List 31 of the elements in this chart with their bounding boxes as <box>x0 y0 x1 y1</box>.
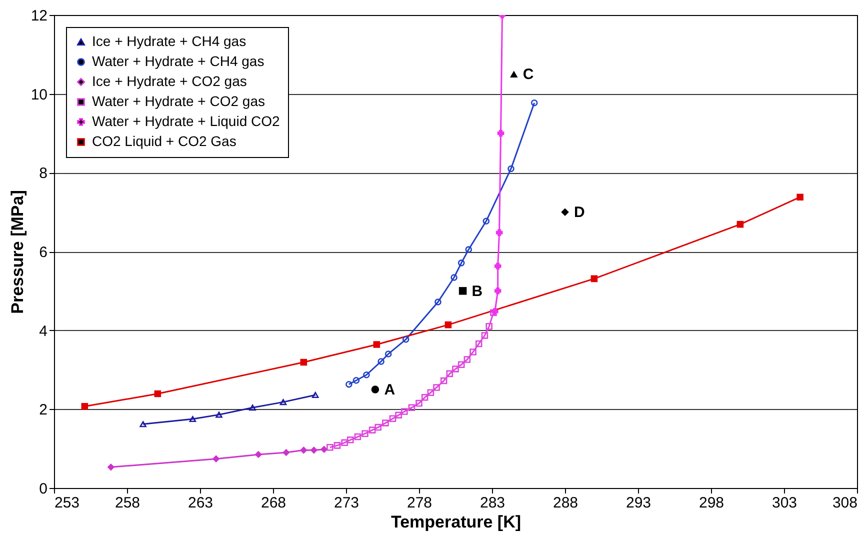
series-label: A <box>384 381 396 398</box>
y-axis-title: Pressure [MPa] <box>8 190 27 314</box>
x-tick-label: 273 <box>334 494 360 512</box>
y-tick-label: 6 <box>39 244 48 261</box>
legend-label: Water + Hydrate + CH4 gas <box>92 53 264 69</box>
x-tick-label: 268 <box>260 494 286 512</box>
series-label: D <box>574 204 585 222</box>
y-tick-label: 12 <box>30 8 48 24</box>
y-tick-label: 0 <box>39 480 48 498</box>
x-tick-label: 278 <box>406 494 432 512</box>
x-tick-label: 263 <box>188 494 214 512</box>
series-label: B <box>472 282 483 300</box>
legend-label: Water + Hydrate + CO2 gas <box>92 93 265 109</box>
x-tick-label: 298 <box>698 494 724 512</box>
legend-label: Water + Hydrate + Liquid CO2 <box>92 113 280 129</box>
x-axis-title: Temperature [K] <box>390 512 522 532</box>
y-tick-label: 4 <box>39 322 48 340</box>
legend-label: Ice + Hydrate + CO2 gas <box>92 73 247 89</box>
y-tick-label: 10 <box>30 86 48 104</box>
legend-label: CO2 Liquid + CO2 Gas <box>92 133 236 149</box>
legend-label: Ice + Hydrate + CH4 gas <box>92 33 246 49</box>
y-tick-label: 8 <box>39 165 48 182</box>
x-tick-label: 308 <box>832 494 858 512</box>
x-tick-label: 283 <box>480 494 506 512</box>
x-tick-label: 253 <box>54 494 80 512</box>
series-label: C <box>522 66 534 84</box>
x-tick-label: 258 <box>114 494 140 512</box>
x-tick-label: 303 <box>772 494 798 512</box>
x-tick-label: 288 <box>552 494 578 512</box>
y-tick-label: 2 <box>39 402 48 419</box>
x-tick-label: 293 <box>626 494 652 512</box>
